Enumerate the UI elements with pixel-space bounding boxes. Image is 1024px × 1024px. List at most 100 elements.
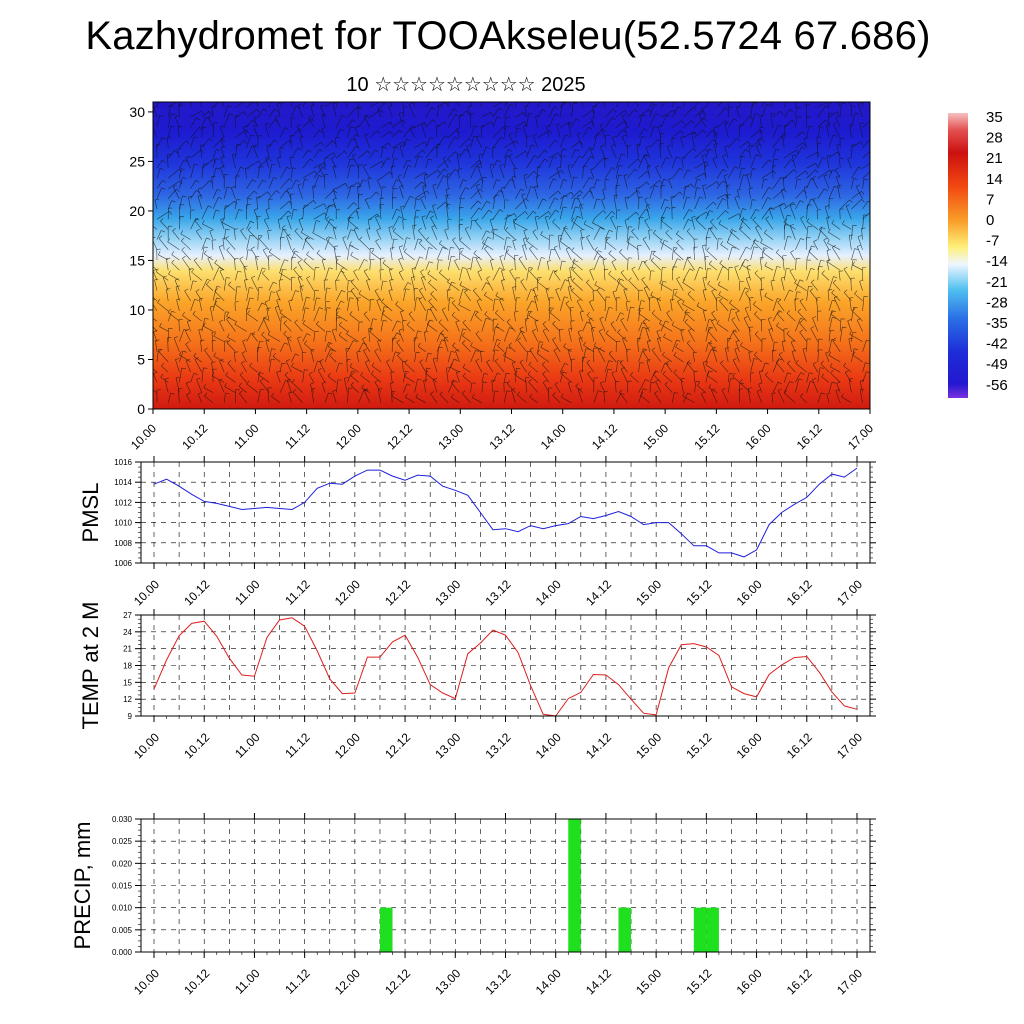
wind-barb-flag <box>562 206 567 209</box>
wind-barb <box>529 349 539 363</box>
wind-barb <box>350 281 359 291</box>
wind-barb <box>156 210 170 220</box>
wind-barb <box>396 341 404 352</box>
wind-barb <box>302 200 314 210</box>
wind-barb-flag <box>333 226 338 229</box>
wind-barb <box>324 392 329 403</box>
wind-barb-flag <box>671 321 675 326</box>
wind-barb <box>862 214 864 230</box>
wind-barb <box>586 282 595 291</box>
wind-barb <box>496 326 505 332</box>
wind-barb <box>563 228 572 240</box>
wind-barb <box>537 158 546 169</box>
wind-barb <box>697 385 706 393</box>
wind-barb <box>156 115 160 128</box>
wind-barb-flag <box>804 137 809 139</box>
wind-barb-flag <box>433 99 436 102</box>
wind-barb-flag <box>319 359 324 362</box>
wind-barb <box>324 331 328 342</box>
wind-barb <box>324 189 335 200</box>
wind-barb <box>414 238 419 250</box>
wind-barb-flag <box>153 371 158 374</box>
wind-barb <box>422 186 427 199</box>
wind-barb <box>279 316 282 332</box>
wind-barb <box>391 166 393 179</box>
wind-barb-flag <box>206 237 211 240</box>
wind-barb <box>467 106 471 118</box>
wind-barb <box>201 367 204 383</box>
wind-barb <box>605 333 617 342</box>
wind-barb <box>211 340 214 352</box>
wind-barb-flag <box>226 277 231 279</box>
wind-barb <box>605 241 617 251</box>
wind-barb-flag <box>431 225 436 228</box>
wind-barb <box>592 106 595 118</box>
wind-barb-flag <box>355 146 360 149</box>
wind-barb-flag <box>474 311 478 316</box>
wind-barb <box>683 102 685 108</box>
wind-barb <box>219 321 225 332</box>
wind-barb-flag <box>226 339 231 343</box>
wind-barb <box>425 137 431 148</box>
wind-barb <box>481 111 492 118</box>
wind-barb-flag <box>306 251 310 255</box>
wind-barb-flag <box>350 126 355 129</box>
wind-barb-flag <box>171 310 176 313</box>
wind-barb-flag <box>681 157 686 159</box>
wind-barb-flag <box>734 195 739 198</box>
wind-barb-flag <box>745 259 749 262</box>
wind-barb <box>701 393 707 403</box>
wind-barb-flag <box>329 352 333 356</box>
wind-barb-flag <box>705 361 709 366</box>
wind-barb-flag <box>288 210 292 215</box>
wind-barb-flag <box>317 360 322 363</box>
wind-barb-flag <box>832 244 836 248</box>
wind-barb-flag <box>776 249 780 253</box>
wind-barb-flag <box>329 236 334 239</box>
wind-barb <box>705 268 708 281</box>
wind-barb-flag <box>712 156 717 160</box>
wind-barb-flag <box>286 187 291 190</box>
wind-barb <box>622 338 628 352</box>
wind-barb-flag <box>547 260 552 262</box>
wind-barb-flag <box>733 358 737 361</box>
colorbar-label: -21 <box>986 274 1008 291</box>
wind-barb-flag <box>499 164 504 167</box>
x-tick-label: 13.00 <box>432 966 463 997</box>
wind-barb-flag <box>719 259 723 264</box>
wind-barb-flag <box>376 298 381 301</box>
wind-barb-flag <box>769 207 774 210</box>
wind-barb <box>223 393 226 403</box>
wind-barb <box>795 372 801 383</box>
wind-barb <box>817 339 819 352</box>
wind-barb-flag <box>355 125 360 128</box>
wind-barb-flag <box>830 310 834 315</box>
wind-barb-flag <box>335 258 339 263</box>
wind-barb-flag <box>586 312 590 316</box>
wind-barb-flag <box>765 362 769 365</box>
wind-barb-flag <box>676 339 681 342</box>
wind-barb-flag <box>845 370 849 373</box>
wind-barb-flag <box>734 347 739 350</box>
wind-barb-flag <box>852 261 855 266</box>
wind-barb <box>503 355 516 363</box>
wind-barb <box>586 315 594 322</box>
wind-barb-flag <box>359 236 363 240</box>
wind-barb-flag <box>478 154 483 156</box>
wind-barb <box>736 107 740 118</box>
wind-barb-flag <box>382 259 386 264</box>
wind-barb <box>335 137 337 148</box>
wind-barb-flag <box>721 388 726 391</box>
wind-barb <box>223 105 229 118</box>
wind-barb <box>302 102 306 108</box>
wind-barb <box>795 200 801 210</box>
wind-barb <box>423 174 427 189</box>
wind-barb <box>799 322 807 332</box>
wind-barb-flag <box>392 228 396 232</box>
wind-barb <box>586 362 595 373</box>
wind-barb-flag <box>167 238 171 242</box>
wind-barb <box>459 240 471 251</box>
wind-barb <box>582 120 592 128</box>
wind-barb-flag <box>680 136 685 138</box>
